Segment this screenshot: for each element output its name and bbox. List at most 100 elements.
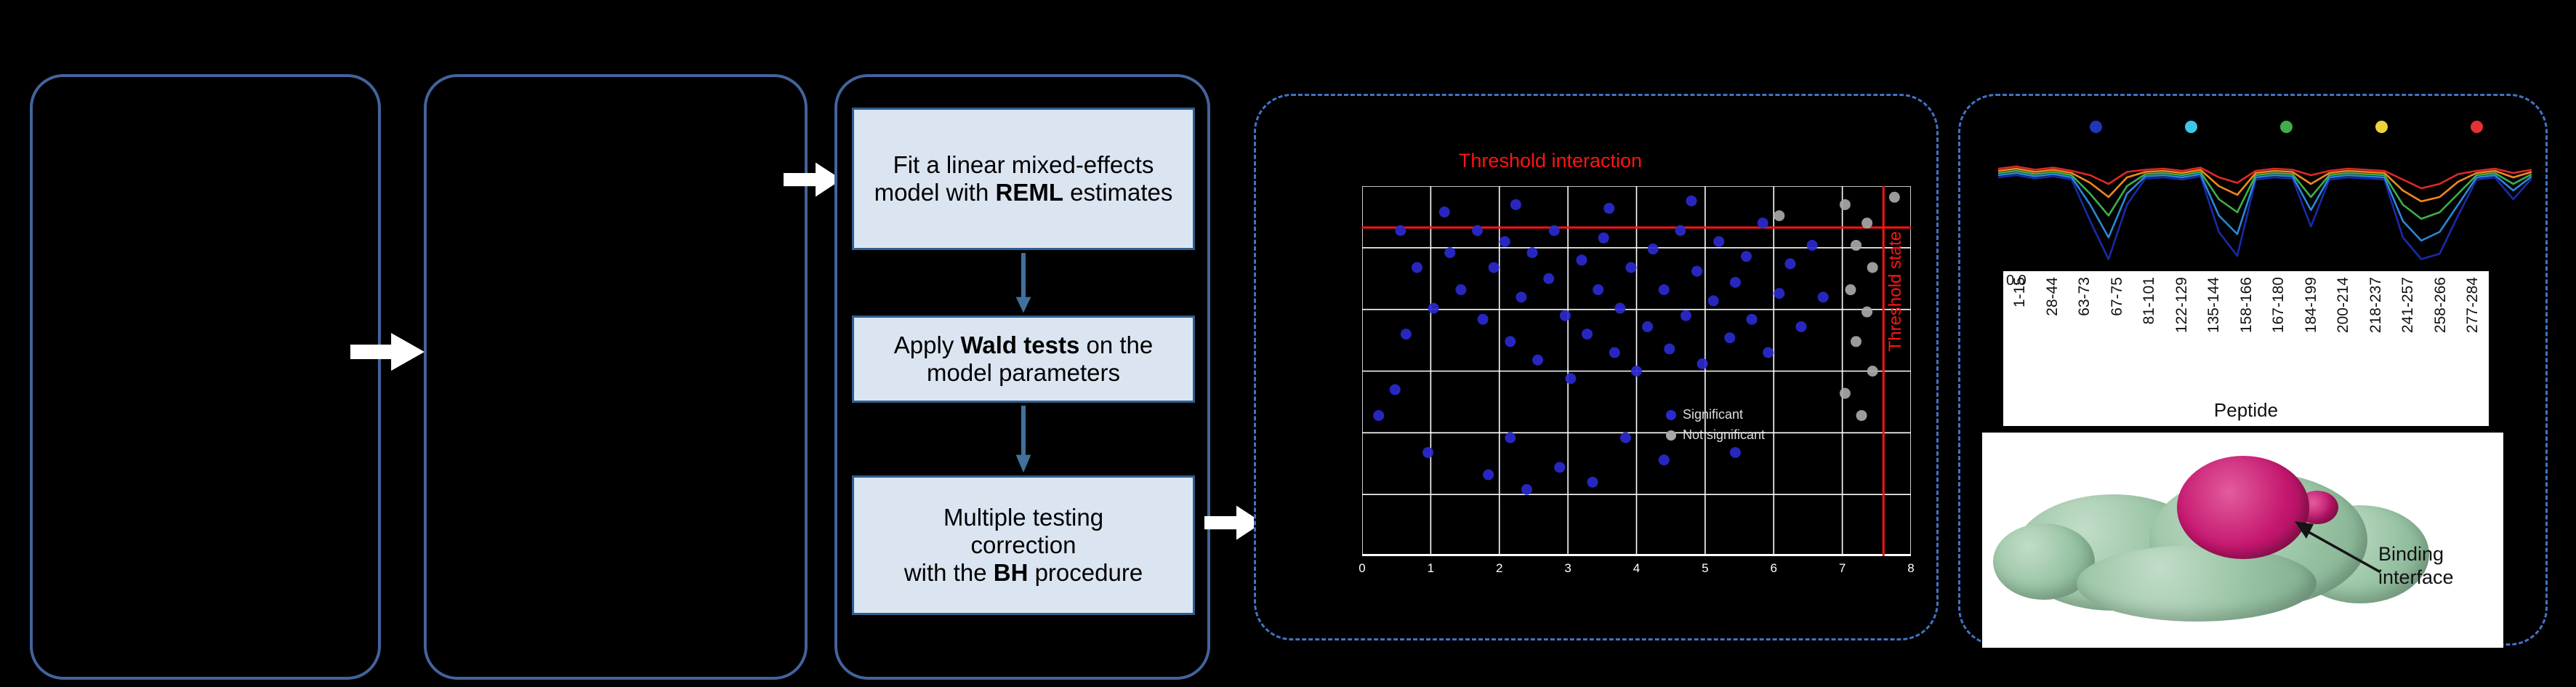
scatter-point-significant — [1510, 198, 1521, 210]
scatter-point-significant — [1499, 236, 1510, 247]
scatter-point-not_significant — [1867, 262, 1878, 273]
binding-interface-label: Binding interface — [2378, 543, 2454, 590]
scatter-point-not_significant — [1888, 191, 1900, 203]
legend-label: Not significant — [1683, 427, 1766, 442]
scatter-point-significant — [1422, 446, 1434, 458]
peptide-tick: 63-73 — [2076, 277, 2093, 316]
peptide-tick: 241-257 — [2399, 277, 2417, 334]
peptide-tick: 200-214 — [2335, 277, 2352, 334]
scatter-point-not_significant — [1861, 306, 1873, 318]
scatter-point-not_significant — [1839, 198, 1851, 210]
peptide-axis-label: Peptide — [2213, 399, 2279, 421]
uptake-series-t1 — [1998, 174, 2532, 260]
scatter-point-significant — [1587, 476, 1598, 488]
down-arrow-1-icon — [1014, 253, 1033, 314]
pvalue-scatter-plot: Threshold state Significant Not significa… — [1362, 186, 1911, 556]
scatter-point-significant — [1614, 302, 1626, 314]
scatter-point-significant — [1724, 332, 1736, 344]
scatter-point-not_significant — [1845, 284, 1856, 296]
peptide-tick: 158-166 — [2237, 277, 2255, 334]
timepoint-dot-icon — [2090, 121, 2102, 133]
peptide-tick: 135-144 — [2205, 277, 2223, 334]
scatter-point-significant — [1763, 347, 1774, 358]
scatter-point-significant — [1658, 284, 1670, 296]
timepoint-dot-icon — [2471, 121, 2483, 133]
scatter-point-significant — [1576, 254, 1587, 266]
scatter-point-significant — [1559, 310, 1571, 321]
x-tick: 2 — [1496, 561, 1503, 575]
scatter-point-significant — [1686, 195, 1697, 206]
scatter-point-significant — [1483, 469, 1494, 481]
step-text: Multiple testing correction with the — [903, 504, 1104, 586]
scatter-point-significant — [1488, 262, 1500, 273]
scatter-point-not_significant — [1851, 336, 1861, 347]
scatter-point-not_significant — [1861, 217, 1873, 229]
x-tick: 6 — [1770, 561, 1777, 575]
scatter-point-significant — [1746, 313, 1758, 325]
scatter-point-significant — [1729, 446, 1741, 458]
step-text: Fit a linear mixed-effects model with — [874, 151, 1154, 206]
scatter-point-significant — [1516, 292, 1527, 303]
step-bh-correction: Multiple testing correction with the BH … — [852, 475, 1195, 615]
peptide-tick: 28-44 — [2043, 277, 2061, 316]
uptake-series-t2 — [1998, 172, 2532, 242]
binding-label-line1: Binding — [2378, 543, 2444, 565]
down-arrow-2-icon — [1014, 406, 1033, 474]
x-tick: 7 — [1838, 561, 1846, 575]
scatter-legend: Significant Not significant — [1666, 407, 1765, 448]
scatter-point-significant — [1658, 454, 1670, 466]
scatter-point-significant — [1696, 358, 1708, 369]
scatter-point-significant — [1713, 236, 1725, 247]
scatter-point-significant — [1642, 321, 1654, 332]
scatter-point-significant — [1625, 262, 1637, 273]
scatter-point-significant — [1412, 262, 1422, 273]
legend-row: Not significant — [1666, 427, 1765, 443]
scatter-point-significant — [1400, 329, 1412, 340]
scatter-point-significant — [1521, 483, 1532, 495]
scatter-point-significant — [1691, 265, 1703, 277]
step-wald-tests: Apply Wald tests on the model parameters — [852, 316, 1195, 403]
scatter-point-not_significant — [1856, 410, 1867, 422]
scatter-point-significant — [1647, 244, 1659, 255]
peptide-axis-panel: 0.0 1-15 28-44 63-73 67-75 81-101 122-129 135-… — [2003, 271, 2489, 426]
step-bold: REML — [995, 179, 1064, 206]
scatter-point-significant — [1526, 247, 1538, 259]
scatter-point-significant — [1444, 247, 1456, 259]
x-tick: 3 — [1564, 561, 1571, 575]
x-tick: 5 — [1702, 561, 1709, 575]
scatter-point-significant — [1664, 343, 1675, 355]
scatter-point-significant — [1598, 232, 1609, 244]
y-axis-tick: 0.0 — [2006, 273, 2026, 289]
protein-surface-blob — [2077, 545, 2317, 622]
scatter-point-significant — [1707, 295, 1719, 307]
scatter-point-not_significant — [1839, 387, 1851, 399]
binding-site-blob — [2177, 456, 2309, 559]
scatter-point-significant — [1593, 284, 1604, 296]
legend-swatch-icon — [1666, 409, 1676, 420]
scatter-point-significant — [1373, 410, 1385, 422]
x-tick: 8 — [1907, 561, 1915, 575]
peptide-tick: 81-101 — [2141, 277, 2158, 325]
scatter-point-significant — [1395, 225, 1406, 236]
flow-arrow-3-icon — [1204, 502, 1263, 544]
scatter-point-significant — [1806, 239, 1818, 251]
timepoint-dot-icon — [2375, 121, 2388, 133]
binding-label-line2: interface — [2378, 566, 2454, 588]
peptide-tick: 258-266 — [2431, 277, 2449, 334]
step-fit-model: Fit a linear mixed-effects model with RE… — [852, 108, 1195, 250]
uptake-line-chart — [1998, 165, 2532, 260]
step-bold: BH — [993, 559, 1029, 586]
scatter-point-significant — [1477, 313, 1489, 325]
scatter-point-significant — [1505, 336, 1516, 347]
csv-panel: X CSV — [424, 74, 1178, 680]
flow-arrow-2-icon — [784, 158, 842, 201]
scatter-point-significant — [1505, 432, 1516, 443]
scatter-point-significant — [1428, 302, 1439, 314]
peptide-tick: 218-237 — [2367, 277, 2384, 334]
uptake-series-t5 — [1998, 165, 2532, 190]
scatter-point-significant — [1795, 321, 1807, 332]
scatter-point-significant — [1543, 273, 1555, 284]
scatter-point-significant — [1455, 284, 1467, 296]
scatter-canvas — [1362, 186, 1911, 556]
input-panel — [30, 74, 381, 680]
